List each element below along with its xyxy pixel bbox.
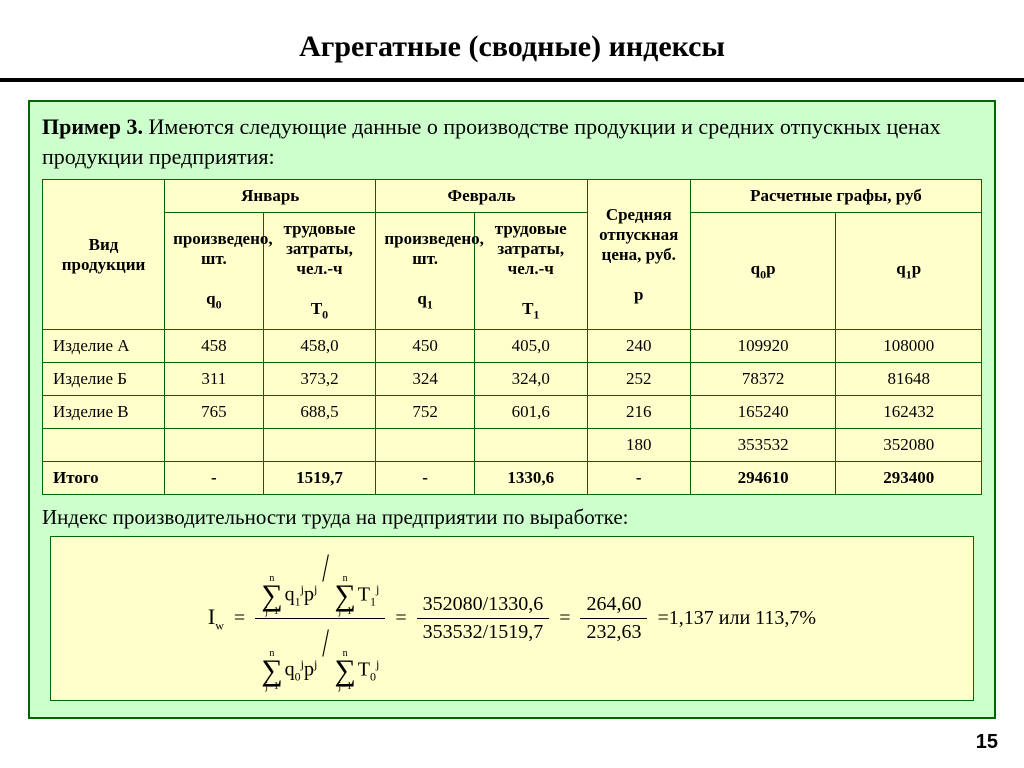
- th-product: Вид продукции: [43, 180, 165, 329]
- table-cell: [474, 428, 587, 461]
- content-panel: Пример 3. Имеются следующие данные о про…: [28, 100, 996, 719]
- formula-result: =1,137 или 113,7%: [657, 607, 816, 630]
- page-number: 15: [976, 731, 998, 754]
- formula-lhs: Iw: [208, 604, 224, 633]
- equals-1: =: [234, 607, 245, 630]
- table-body: Изделие А458458,0450405,0240109920108000…: [43, 329, 982, 494]
- table-cell: 1519,7: [263, 461, 376, 494]
- table-cell: -: [165, 461, 264, 494]
- example-intro: Пример 3. Имеются следующие данные о про…: [42, 112, 982, 171]
- table-cell: 324,0: [474, 362, 587, 395]
- table-cell: 81648: [836, 362, 982, 395]
- table-cell: 752: [376, 395, 475, 428]
- table-cell: [43, 428, 165, 461]
- table-cell: 765: [165, 395, 264, 428]
- table-cell: 601,6: [474, 395, 587, 428]
- th-february: Февраль: [376, 180, 587, 213]
- table-cell: 293400: [836, 461, 982, 494]
- table-cell: Итого: [43, 461, 165, 494]
- table-row: Изделие А458458,0450405,0240109920108000: [43, 329, 982, 362]
- table-cell: -: [587, 461, 690, 494]
- frac-step3: 264,60 232,63: [580, 592, 647, 645]
- table-row: Итого-1519,7-1330,6-294610293400: [43, 461, 982, 494]
- table-cell: [263, 428, 376, 461]
- data-table: Вид продукции Январь Февраль Средняя отп…: [42, 179, 982, 494]
- equals-3: =: [559, 607, 570, 630]
- table-cell: 353532: [690, 428, 836, 461]
- table-cell: Изделие В: [43, 395, 165, 428]
- table-row: Изделие В765688,5752601,6216165240162432: [43, 395, 982, 428]
- table-cell: 450: [376, 329, 475, 362]
- table-cell: 688,5: [263, 395, 376, 428]
- table-cell: 294610: [690, 461, 836, 494]
- table-cell: 165240: [690, 395, 836, 428]
- th-q1p: q1p: [836, 213, 982, 329]
- th-T1: трудовые затраты, чел.-ч T1: [474, 213, 587, 329]
- table-cell: 109920: [690, 329, 836, 362]
- formula-caption: Индекс производительности труда на предп…: [42, 505, 982, 530]
- table-cell: 78372: [690, 362, 836, 395]
- formula-box: Iw = n∑j=1 q1jpj / n∑j=1 T1j n∑j=1 q0jpj: [50, 536, 974, 701]
- frac-step2: 352080/1330,6 353532/1519,7: [417, 592, 550, 645]
- table-cell: 458: [165, 329, 264, 362]
- example-text: Имеются следующие данные о производстве …: [42, 114, 941, 169]
- table-cell: 252: [587, 362, 690, 395]
- table-cell: 180: [587, 428, 690, 461]
- table-cell: 162432: [836, 395, 982, 428]
- table-row: Изделие Б311373,2324324,02527837281648: [43, 362, 982, 395]
- page-title: Агрегатные (сводные) индексы: [0, 0, 1024, 78]
- table-cell: 1330,6: [474, 461, 587, 494]
- th-calc: Расчетные графы, руб: [690, 180, 981, 213]
- example-label: Пример 3.: [42, 114, 143, 139]
- table-cell: 311: [165, 362, 264, 395]
- th-january: Январь: [165, 180, 376, 213]
- th-q0: произведено, шт. q0: [165, 213, 264, 329]
- table-cell: 405,0: [474, 329, 587, 362]
- equals-2: =: [395, 607, 406, 630]
- th-T0: трудовые затраты, чел.-ч T0: [263, 213, 376, 329]
- table-cell: [165, 428, 264, 461]
- table-cell: 240: [587, 329, 690, 362]
- table-cell: 373,2: [263, 362, 376, 395]
- table-cell: 108000: [836, 329, 982, 362]
- table-cell: Изделие А: [43, 329, 165, 362]
- table-cell: 216: [587, 395, 690, 428]
- frac-main: n∑j=1 q1jpj / n∑j=1 T1j n∑j=1 q0jpj / n∑…: [255, 545, 385, 692]
- th-q0p: q0p: [690, 213, 836, 329]
- table-row: 180353532352080: [43, 428, 982, 461]
- table-cell: -: [376, 461, 475, 494]
- table-cell: [376, 428, 475, 461]
- horizontal-rule: [0, 78, 1024, 82]
- table-cell: 352080: [836, 428, 982, 461]
- th-q1: произведено, шт. q1: [376, 213, 475, 329]
- th-avg-price: Средняя отпускная цена, руб. p: [587, 180, 690, 329]
- table-cell: 324: [376, 362, 475, 395]
- table-cell: 458,0: [263, 329, 376, 362]
- table-cell: Изделие Б: [43, 362, 165, 395]
